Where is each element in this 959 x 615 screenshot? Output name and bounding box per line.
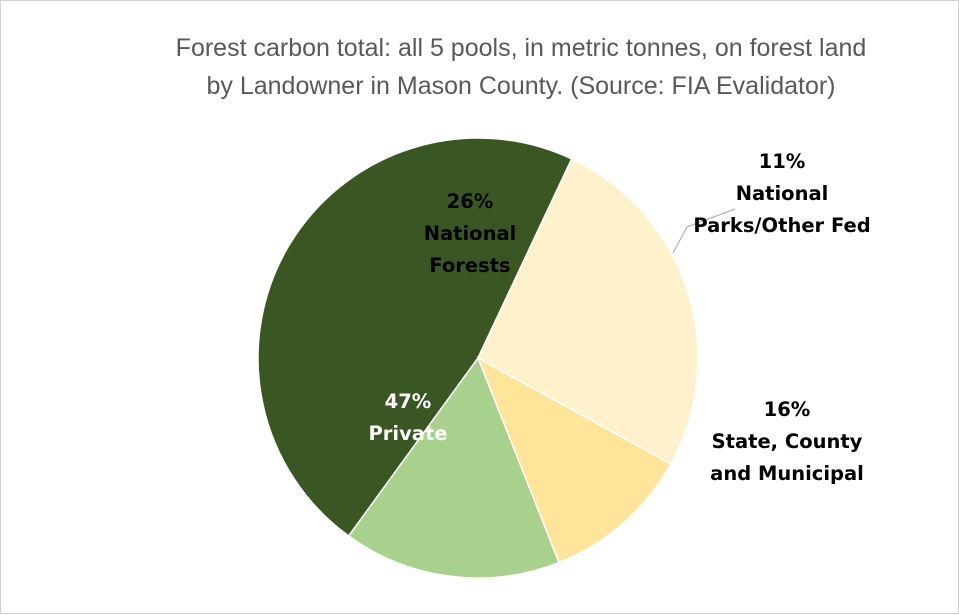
data-label-3: 11% National Parks/Other Fed [693,150,870,237]
data-label-1: 47% Private [368,390,447,445]
data-label-2: 26% National Forests [424,190,517,277]
data-label-category: Private [368,422,447,445]
leader-line-3 [672,208,736,254]
data-label-category: and Municipal [710,462,864,485]
data-label-percent: 16% [764,398,811,421]
data-label-category: National [736,182,829,205]
chart-title-line-1: Forest carbon total: all 5 pools, in met… [175,34,867,62]
data-label-category: Forests [429,254,510,277]
data-label-percent: 11% [759,150,806,173]
chart-title-line-2: by Landowner in Mason County. (Source: F… [206,72,836,100]
pie-slice-3 [476,356,672,564]
chart-title: Forest carbon total: all 5 pools, in met… [1,29,959,105]
data-label-percent: 47% [385,390,432,413]
pie-slice-4 [347,356,560,579]
pie-slice-1 [257,137,573,538]
data-label-category: State, County [712,430,863,453]
data-label-4: 16% State, County and Municipal [710,398,864,485]
data-label-category: Parks/Other Fed [693,214,870,237]
data-label-percent: 26% [447,190,494,213]
data-label-category: National [424,222,517,245]
